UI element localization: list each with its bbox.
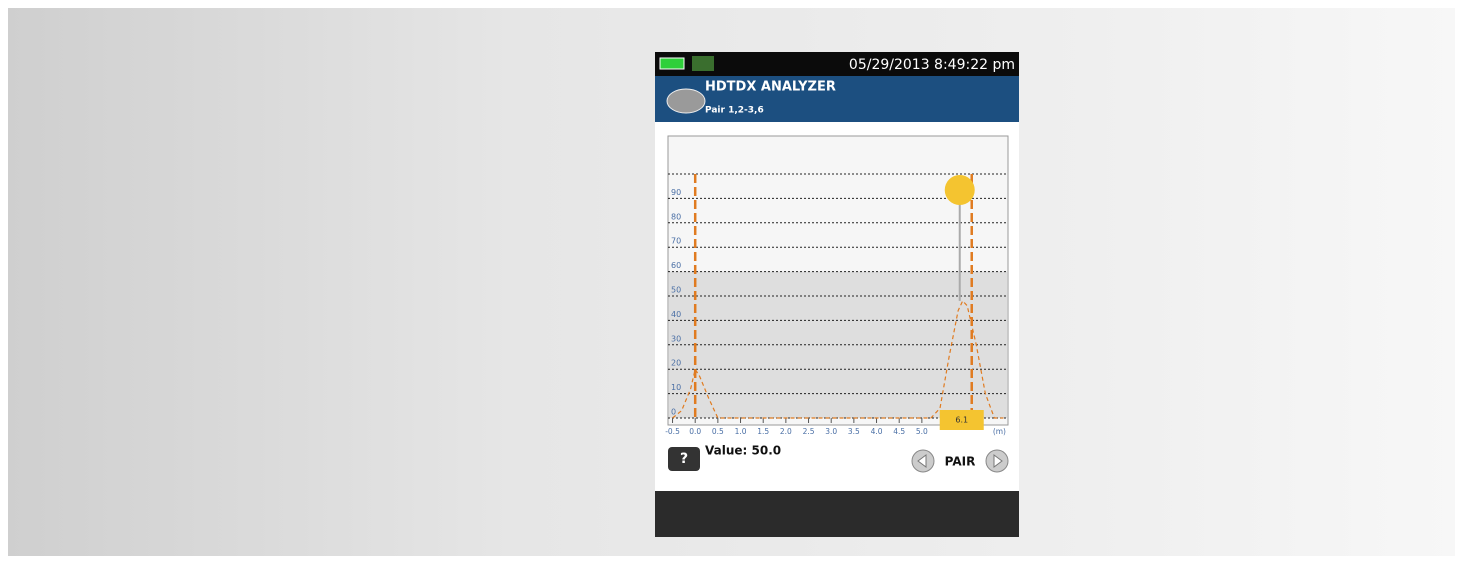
x-tick-label: 4.0: [871, 427, 883, 436]
cursor-marker-label: 6.1: [955, 416, 968, 425]
x-unit: (m): [993, 427, 1006, 436]
x-tick-label: 2.0: [780, 427, 792, 436]
screen-subtitle: Pair 1,2-3,6: [705, 106, 764, 116]
y-tick-label: 40: [671, 310, 681, 319]
y-tick-label: 60: [671, 261, 681, 270]
x-tick-label: 3.5: [848, 427, 860, 436]
bottom-bar: [655, 491, 1019, 537]
y-tick-label: 20: [671, 359, 681, 368]
x-tick-label: 1.0: [735, 427, 747, 436]
screen-title: HDTDX ANALYZER: [705, 80, 836, 95]
close-button[interactable]: [667, 89, 705, 113]
y-tick-label: 10: [671, 383, 681, 392]
x-tick-label: 5.0: [916, 427, 928, 436]
y-tick-label: 30: [671, 334, 681, 343]
x-tick-label: 0.5: [712, 427, 724, 436]
cursor-knob[interactable]: [945, 175, 975, 205]
x-tick-label: 2.5: [803, 427, 815, 436]
x-tick-label: 4.5: [893, 427, 905, 436]
x-tick-label: -0.5: [665, 427, 680, 436]
y-tick-label: 90: [671, 188, 681, 197]
y-tick-label: 80: [671, 212, 681, 221]
help-label[interactable]: ?: [680, 451, 688, 467]
x-tick-label: 3.0: [825, 427, 837, 436]
y-tick-label: 50: [671, 286, 681, 295]
battery-icon: [660, 58, 684, 69]
y-tick-label: 70: [671, 237, 681, 246]
x-tick-label: 0.0: [689, 427, 701, 436]
value-readout: Value: 50.0: [705, 444, 781, 458]
network-icon: [692, 56, 714, 71]
page: 05/29/2013 8:49:22 pm HDTDX ANALYZER Pai…: [0, 0, 1463, 564]
pair-label[interactable]: PAIR: [945, 455, 976, 469]
datetime: 05/29/2013 8:49:22 pm: [849, 57, 1015, 73]
x-tick-label: 1.5: [757, 427, 769, 436]
